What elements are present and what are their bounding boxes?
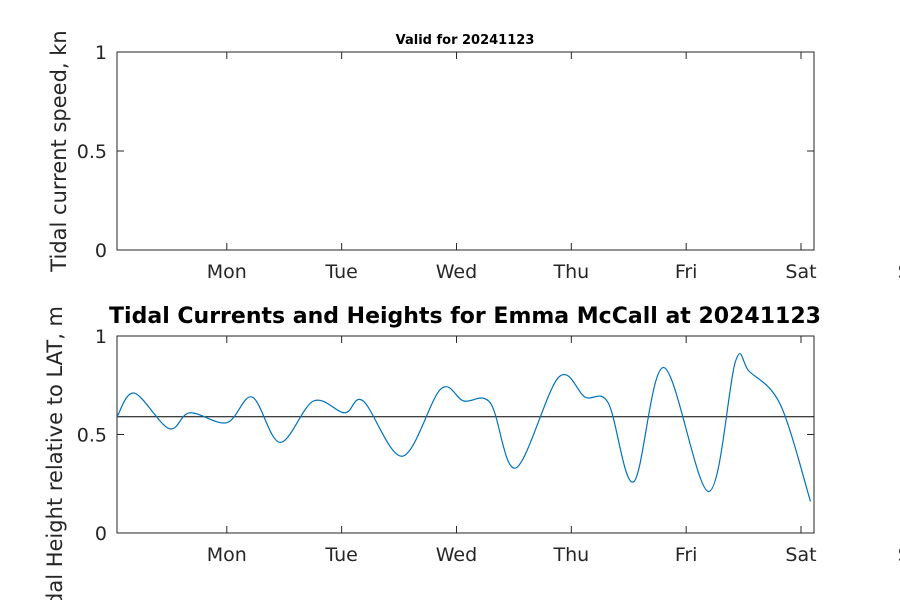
top-x-ticks: Mon Tue Wed Thu Fri Sat Sun xyxy=(207,52,900,283)
bottom-x-ticks: Mon Tue Wed Thu Fri Sat Sun xyxy=(207,336,900,566)
bottom-x-tick-label: Sun xyxy=(898,544,900,566)
bottom-axes: Tidal Currents and Heights for Emma McCa… xyxy=(43,304,900,600)
top-x-tick-label: Sat xyxy=(785,261,816,283)
bottom-x-tick-label: Tue xyxy=(324,544,357,566)
top-chart-title: Valid for 20241123 xyxy=(396,33,535,48)
top-y-ticks: 00.51 xyxy=(77,42,814,262)
top-x-tick-label: Thu xyxy=(552,261,589,283)
top-x-tick-label: Wed xyxy=(436,261,477,283)
bottom-x-tick-label: Fri xyxy=(675,544,698,566)
bottom-x-tick-label: Thu xyxy=(552,544,589,566)
top-x-tick-label: Fri xyxy=(675,261,698,283)
bottom-plot-area xyxy=(116,335,815,534)
bottom-chart-title: Tidal Currents and Heights for Emma McCa… xyxy=(109,304,821,329)
top-plot-area xyxy=(116,51,815,251)
bottom-y-tick-label: 0 xyxy=(95,523,107,545)
top-y-axis-label: Tidal current speed, kn xyxy=(47,30,71,272)
bottom-x-tick-label: Mon xyxy=(207,544,247,566)
bottom-y-axis-label: Tidal Height relative to LAT, m xyxy=(43,306,67,600)
tidal-height-series-line xyxy=(116,353,812,502)
bottom-y-tick-label: 1 xyxy=(95,326,107,348)
bottom-y-tick-label: 0.5 xyxy=(77,425,107,447)
bottom-x-tick-label: Sat xyxy=(785,544,816,566)
top-y-tick-label: 0 xyxy=(95,240,107,262)
top-x-tick-label: Mon xyxy=(207,261,247,283)
bottom-y-ticks: 00.51 xyxy=(77,326,814,545)
top-y-tick-label: 0.5 xyxy=(77,141,107,163)
bottom-x-tick-label: Wed xyxy=(436,544,477,566)
top-y-tick-label: 1 xyxy=(95,42,107,64)
top-x-tick-label: Sun xyxy=(898,261,900,283)
top-axes: Valid for 20241123 00.51 Mon Tue Wed Thu Fri… xyxy=(47,30,900,283)
top-x-tick-label: Tue xyxy=(324,261,357,283)
